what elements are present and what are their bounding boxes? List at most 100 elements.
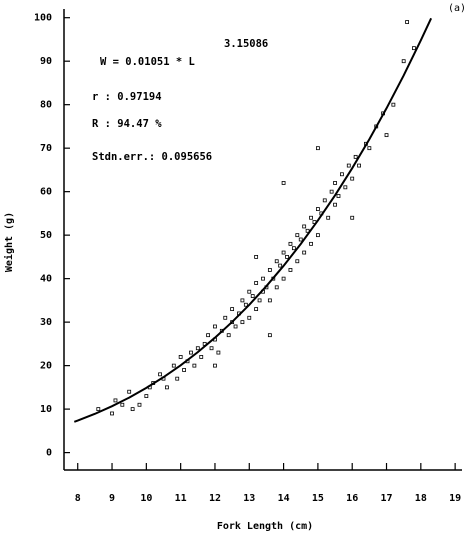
data-point: [213, 363, 217, 368]
y-tick-label: 60: [40, 187, 52, 198]
x-axis-label: Fork Length (cm): [217, 521, 313, 532]
y-tick-label: 30: [40, 317, 52, 328]
data-point: [346, 163, 351, 168]
data-point: [137, 402, 142, 407]
data-point: [144, 394, 149, 398]
data-point: [401, 59, 406, 64]
y-tick-label: 20: [40, 361, 52, 372]
x-tick-label: 13: [243, 493, 255, 504]
data-point: [309, 241, 313, 246]
data-point: [267, 333, 272, 338]
data-point: [333, 202, 337, 207]
data-point: [120, 402, 125, 407]
data-point: [298, 237, 303, 242]
x-tick-label: 16: [346, 493, 358, 504]
y-tick-label: 100: [34, 13, 52, 24]
data-point: [230, 307, 235, 311]
data-point: [274, 259, 279, 264]
data-point: [216, 350, 221, 355]
data-point: [110, 411, 114, 416]
x-tick-label: 17: [380, 493, 392, 504]
data-point: [281, 181, 286, 185]
data-point: [315, 146, 320, 151]
data-point: [267, 298, 272, 303]
data-point: [350, 176, 355, 181]
y-tick-label: 70: [40, 143, 52, 154]
x-tick-label: 11: [175, 493, 187, 504]
data-point: [322, 198, 327, 203]
data-point: [281, 250, 286, 255]
data-point: [209, 346, 214, 351]
data-point: [254, 281, 259, 285]
x-tick-label: 18: [415, 493, 427, 504]
data-point: [340, 172, 344, 177]
data-point: [182, 368, 186, 372]
data-point: [254, 307, 259, 311]
data-point: [199, 355, 204, 359]
data-point: [329, 189, 334, 194]
data-point: [336, 194, 341, 198]
data-point: [165, 385, 169, 390]
x-tick-label: 10: [140, 493, 152, 504]
data-point: [353, 154, 358, 159]
data-point: [295, 259, 300, 264]
fit-curve: [73, 17, 433, 423]
data-point: [226, 333, 231, 338]
x-tick-label: 12: [209, 493, 221, 504]
r-squared: R : 94.47 %: [92, 118, 162, 130]
x-tick-label: 15: [312, 493, 324, 504]
y-tick-label: 80: [40, 100, 52, 111]
x-tick-label: 19: [449, 493, 461, 504]
data-point: [178, 355, 183, 359]
r-value: r : 0.97194: [92, 91, 162, 103]
data-point: [171, 363, 176, 368]
data-point: [281, 276, 286, 281]
data-point: [250, 294, 255, 298]
data-point: [333, 181, 337, 185]
data-point: [305, 228, 310, 233]
data-point: [309, 215, 313, 220]
data-point: [302, 250, 307, 255]
data-point: [326, 215, 331, 220]
y-tick-label: 40: [40, 274, 52, 285]
y-tick-label: 50: [40, 230, 52, 241]
data-point: [127, 389, 132, 394]
data-point: [350, 215, 355, 220]
data-point: [267, 268, 272, 272]
data-point: [240, 298, 245, 303]
exponent: 3.15086: [224, 38, 268, 50]
data-point: [384, 133, 389, 138]
data-point: [233, 324, 238, 329]
data-point: [315, 207, 320, 211]
y-tick-label: 10: [40, 404, 52, 415]
data-point: [295, 233, 300, 238]
std-error: Stdn.err.: 0.095656: [92, 151, 212, 163]
data-point: [113, 398, 118, 403]
data-point: [288, 241, 293, 246]
data-point: [254, 254, 259, 259]
x-tick-label: 14: [278, 493, 290, 504]
x-tick-label: 8: [75, 493, 81, 504]
data-point: [240, 320, 245, 325]
data-point: [357, 163, 361, 168]
data-point: [192, 363, 197, 368]
data-point: [175, 376, 180, 381]
y-tick-label: 0: [46, 448, 52, 459]
data-point: [213, 324, 217, 329]
data-point: [247, 315, 252, 320]
data-point: [195, 346, 200, 351]
equation: W = 0.01051 * L: [100, 56, 195, 68]
data-point: [367, 146, 372, 151]
y-tick-label: 90: [40, 56, 52, 67]
data-point: [158, 372, 162, 377]
data-point: [223, 315, 228, 320]
data-point: [247, 289, 252, 294]
data-point: [206, 333, 211, 338]
data-point: [391, 102, 396, 107]
x-tick-label: 9: [109, 493, 115, 504]
data-point: [261, 276, 265, 281]
data-point: [302, 224, 307, 229]
data-point: [189, 350, 193, 355]
data-point: [291, 246, 296, 251]
data-point: [343, 185, 348, 190]
